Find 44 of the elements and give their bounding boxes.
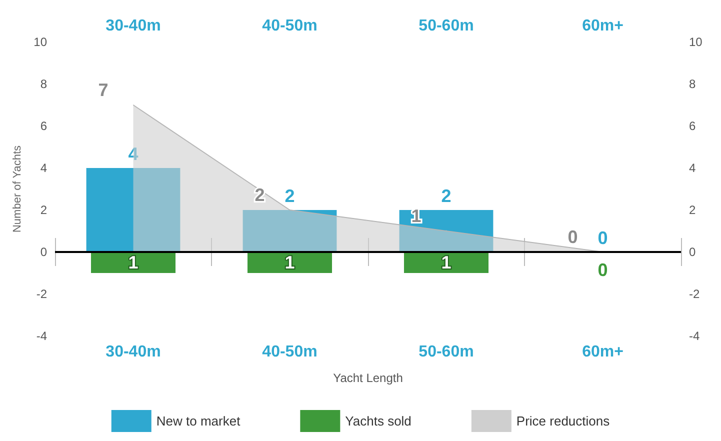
data-label: 4	[128, 144, 138, 164]
y2-tick-label: 0	[689, 245, 696, 259]
y2-tick-label: 6	[689, 119, 696, 133]
y-tick-label: -4	[36, 329, 48, 343]
y-tick-label: 2	[40, 203, 48, 217]
y2-tick-label: 10	[689, 35, 703, 49]
y-tick-label: 0	[40, 245, 48, 259]
data-label: 2	[284, 186, 295, 206]
bar	[399, 210, 494, 252]
y2-tick-label: -2	[689, 287, 700, 301]
y2-tick-label: -4	[689, 329, 700, 343]
y2-tick-label: 4	[689, 161, 696, 175]
y2-tick-label: 8	[689, 77, 696, 91]
data-label: 2	[441, 186, 452, 206]
y-tick-label: 4	[40, 161, 48, 175]
data-label: 1	[411, 206, 422, 226]
legend-label: New to market	[156, 414, 241, 428]
y-axis-title: Number of Yachts	[11, 144, 24, 233]
y-tick-label: 8	[40, 77, 48, 91]
data-label: 0	[598, 260, 608, 280]
y-tick-label: -2	[36, 287, 48, 301]
x-tick-label: 30-40m	[106, 344, 161, 360]
data-label: 1	[441, 252, 452, 272]
bar	[242, 210, 337, 252]
legend-label: Price reductions	[516, 414, 610, 428]
x-tick-label: 40-50m	[262, 344, 318, 360]
data-label: 2	[254, 184, 265, 205]
data-label: 1	[284, 252, 295, 272]
category-label: 30-40m	[106, 18, 161, 34]
bar	[86, 168, 180, 252]
x-tick-label: 60m+	[582, 344, 624, 360]
category-label: 60m+	[582, 18, 624, 34]
category-label: 40-50m	[262, 18, 318, 34]
data-label: 0	[568, 226, 578, 247]
legend-label: Yachts sold	[345, 414, 412, 428]
y-tick-label: 6	[40, 119, 48, 133]
category-label: 50-60m	[418, 18, 474, 34]
y2-tick-label: 2	[689, 203, 696, 217]
x-tick-label: 50-60m	[418, 344, 474, 360]
data-label: 7	[98, 80, 108, 100]
y-tick-label: 10	[34, 35, 48, 49]
data-label: 0	[598, 228, 608, 248]
data-label: 1	[128, 252, 138, 272]
x-axis-title: Yacht Length	[333, 371, 403, 385]
